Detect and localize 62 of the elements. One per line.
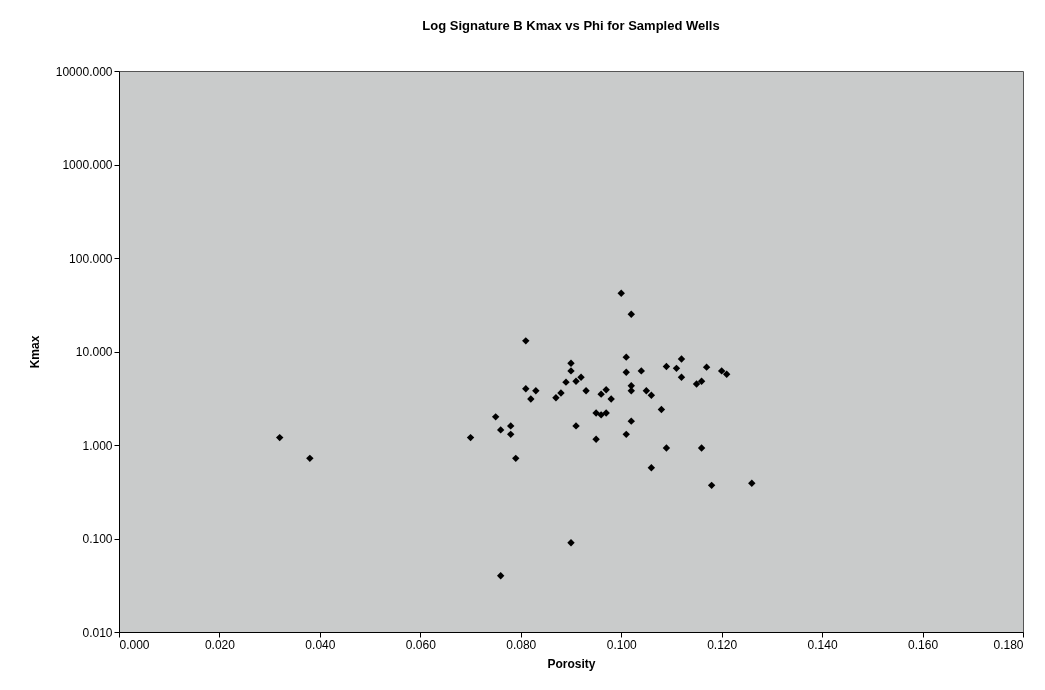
point (722, 370, 731, 379)
point (507, 422, 515, 430)
point (662, 362, 671, 371)
x-tick-label: 0.060 (405, 637, 437, 652)
point (702, 363, 711, 371)
point (647, 464, 656, 472)
point (677, 355, 686, 363)
point (647, 391, 656, 400)
x-tick-label: 0.120 (707, 637, 738, 652)
point (466, 433, 475, 442)
point (692, 380, 701, 388)
point (697, 444, 706, 452)
point (627, 417, 635, 425)
point (306, 454, 314, 463)
point (577, 373, 585, 381)
point (276, 433, 284, 442)
y-tick-label: 1000.000 (62, 158, 113, 172)
y-tick-label: 10000.000 (55, 64, 113, 79)
point (627, 387, 635, 395)
x-tick-label: 0.000 (119, 637, 150, 652)
x-tick-label: 0.100 (606, 637, 638, 652)
chart-title: Log Signature B Kmax vs Phi for Sampled Wells (422, 18, 720, 33)
point (532, 387, 540, 395)
x-tick-label: 0.160 (908, 637, 939, 652)
point (572, 377, 580, 386)
y-tick-label: 0.010 (82, 625, 113, 640)
y-tick-label: 100.000 (69, 251, 113, 266)
point (622, 368, 630, 376)
point (627, 310, 635, 318)
point (707, 481, 716, 490)
x-tick-label: 0.080 (506, 637, 537, 652)
point (697, 377, 706, 386)
x-tick-label: 0.140 (807, 637, 838, 652)
point (657, 405, 666, 414)
point (602, 386, 610, 394)
point (592, 435, 600, 444)
y-axis-title: Kmax (27, 335, 42, 369)
point (672, 364, 681, 373)
x-tick-label: 0.040 (305, 637, 336, 652)
x-tick-label: 0.020 (204, 637, 236, 652)
point (507, 430, 515, 439)
point (552, 394, 560, 402)
y-tick-label: 0.100 (82, 532, 113, 546)
point (748, 479, 756, 487)
point (662, 444, 671, 452)
point (677, 373, 686, 381)
point (522, 337, 530, 345)
point (512, 454, 520, 463)
point (496, 426, 505, 434)
point (491, 413, 500, 421)
point (617, 289, 625, 297)
y-tick-label: 10.000 (75, 345, 113, 359)
point (622, 353, 630, 361)
point (522, 385, 530, 393)
point (637, 367, 646, 375)
point (642, 387, 651, 395)
point (496, 572, 505, 580)
point (622, 430, 630, 439)
x-tick-label: 0.180 (993, 637, 1024, 652)
y-tick-label: 1.000 (82, 438, 113, 453)
point (717, 367, 726, 375)
x-axis-title: Porosity (547, 656, 596, 671)
